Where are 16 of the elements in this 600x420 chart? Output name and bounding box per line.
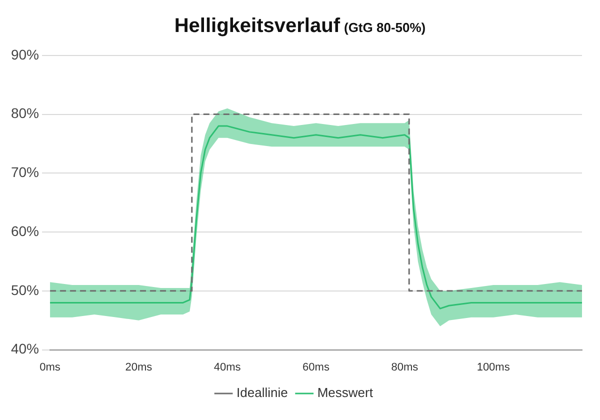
legend-label: Messwert	[317, 385, 374, 400]
y-tick-label: 50%	[10, 282, 40, 298]
legend-label: Ideallinie	[236, 385, 288, 400]
y-tick-label: 90%	[10, 46, 40, 62]
x-tick-label: 0ms	[40, 361, 61, 374]
y-tick-label: 40%	[10, 340, 40, 357]
y-tick-label: 80%	[10, 105, 40, 122]
x-tick-label: 100ms	[476, 361, 510, 374]
x-tick-label: 40ms	[214, 361, 242, 374]
chart-title: Helligkeitsverlauf	[174, 15, 340, 37]
y-tick-label: 70%	[10, 164, 40, 180]
chart-subtitle: (GtG 80-50%)	[344, 20, 426, 35]
x-tick-label: 60ms	[302, 361, 330, 374]
x-tick-label: 20ms	[125, 361, 153, 374]
x-tick-label: 80ms	[391, 361, 419, 374]
y-tick-label: 60%	[10, 222, 40, 239]
